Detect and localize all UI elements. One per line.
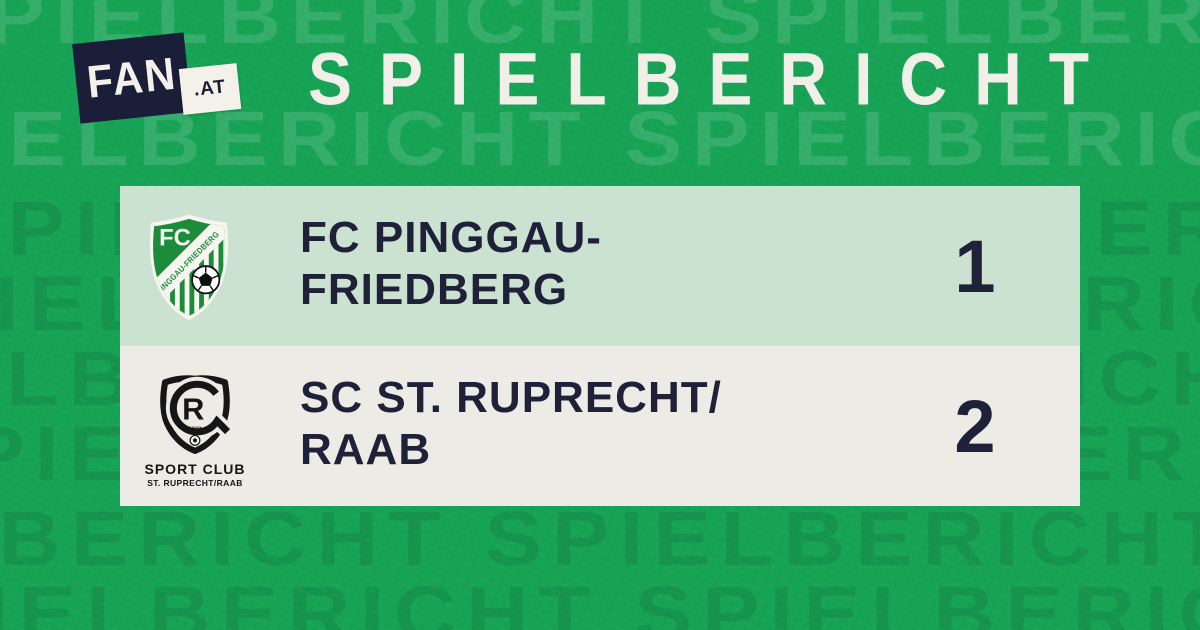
- team-name-home-line1: FC PINGGAU-: [300, 213, 602, 262]
- crest-caption-club-name: ST. RUPRECHT/RAAB: [147, 478, 243, 488]
- team-name-away: SC ST. RUPRECHT/ RAAB: [300, 372, 722, 476]
- crest-initials: FC: [159, 224, 191, 251]
- watermark-row: SPIELBERICHT SPIELBERICHT SPIELBERICHT: [0, 570, 1200, 630]
- crest-monogram: R: [182, 391, 204, 426]
- fc-pinggau-friedberg-crest: PINGGAU-FRIEDBERG FC: [149, 214, 229, 321]
- sc-crest-shield: R 1932: [160, 375, 233, 455]
- watermark-row: SPIELBERICHT SPIELBERICHT SPIELBERICHT: [0, 495, 1200, 582]
- fan-logo-tld-text: .AT: [192, 76, 228, 101]
- team-name-away-line2: RAAB: [300, 425, 432, 474]
- team-row-away: R 1932 SPORT CLUB ST. RUPRECHT/RAAB SC S…: [120, 346, 1080, 506]
- fan-logo-text: FAN: [84, 47, 180, 108]
- soccer-ball-icon: [191, 265, 221, 295]
- team-name-home-line2: FRIEDBERG: [300, 265, 569, 314]
- fan-at-logo-tld: .AT: [178, 63, 242, 115]
- soccer-ball-icon: [189, 434, 201, 446]
- team-name-home: FC PINGGAU- FRIEDBERG: [300, 212, 602, 316]
- team-name-away-line1: SC ST. RUPRECHT/: [300, 373, 722, 422]
- score-away: 2: [954, 384, 996, 468]
- crest-caption-sport-club: SPORT CLUB: [144, 461, 246, 477]
- watermark-row: SPIELBERICHT SPIELBERICHT SPIELBERICHT: [0, 0, 1200, 60]
- page-title: SPIELBERICHT: [308, 37, 1117, 121]
- score-home: 1: [954, 224, 996, 308]
- team-row-home: PINGGAU-FRIEDBERG FC FC PINGGAU- FRIEDBE…: [120, 186, 1080, 346]
- fan-at-logo: FAN: [72, 32, 192, 124]
- crest-year: 1932: [189, 426, 202, 432]
- sc-st-ruprecht-raab-crest: R 1932 SPORT CLUB ST. RUPRECHT/RAAB: [140, 370, 250, 488]
